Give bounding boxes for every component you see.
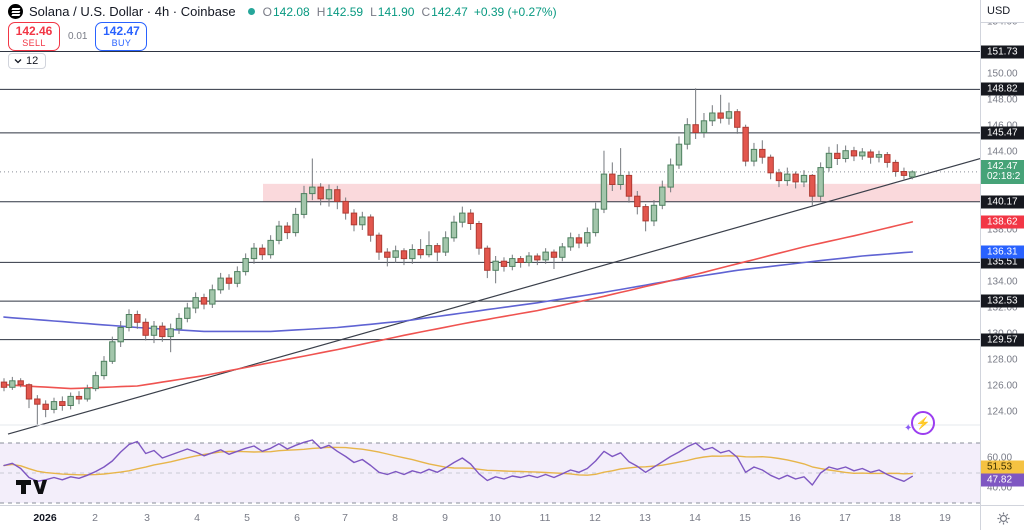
axis-tick-label: 126.00: [987, 380, 1018, 392]
time-tick-label: 12: [589, 512, 601, 524]
buy-label: BUY: [111, 38, 132, 48]
currency-label[interactable]: USD: [981, 0, 1024, 23]
price-level-badge: 132.53: [981, 294, 1024, 308]
solana-logo-icon: [8, 4, 23, 19]
time-tick-label: 10: [489, 512, 501, 524]
sell-price: 142.46: [15, 24, 53, 38]
time-tick-label: 17: [839, 512, 851, 524]
ohlc-item: L141.90: [370, 4, 415, 19]
trade-panel: 142.46 SELL 0.01 142.47 BUY: [8, 22, 148, 51]
ma-value-badge: 138.62: [981, 215, 1024, 229]
time-tick-label: 18: [889, 512, 901, 524]
chevron-down-icon: [14, 59, 22, 64]
time-tick-label: 11: [539, 512, 551, 524]
axis-tick-label: 40.00: [987, 482, 1013, 494]
current-price-badge: 142.47 02:18:2: [981, 159, 1024, 184]
symbol-header: Solana / U.S. Dollar · 4h · Coinbase O14…: [8, 4, 557, 19]
time-tick-label: 2: [92, 512, 98, 524]
sell-button[interactable]: 142.46 SELL: [8, 22, 60, 51]
time-tick-label: 4: [194, 512, 200, 524]
axis-tick-label: 146.00: [987, 121, 1018, 132]
price-level-badge: 151.73: [981, 45, 1024, 58]
market-status-dot-icon: [247, 8, 255, 15]
time-tick-label: 5: [244, 512, 250, 524]
axis-tick-label: 124.00: [987, 406, 1018, 418]
axis-tick-label: 134.00: [987, 276, 1018, 288]
time-tick-label: 15: [739, 512, 751, 524]
time-tick-label: 19: [939, 512, 951, 524]
time-tick-label: 8: [392, 512, 398, 524]
indicators-collapse-button[interactable]: 12: [8, 53, 47, 69]
ma-value-badge: 136.31: [981, 245, 1024, 259]
chart-canvas[interactable]: [0, 0, 980, 505]
rsi-value-badge: 47.82: [981, 473, 1024, 487]
ohlc-item: C142.47: [421, 4, 468, 19]
price-level-badge: 129.57: [981, 333, 1024, 347]
axis-settings-cell[interactable]: [980, 505, 1024, 530]
price-axis[interactable]: USD 154.00150.00148.00146.00144.00142.00…: [980, 0, 1024, 505]
ohlc-item: H142.59: [316, 4, 364, 19]
axis-tick-label: 148.00: [987, 94, 1018, 106]
ohlc-readout: O142.08 H142.59 L141.90 C142.47: [263, 5, 468, 19]
sparkle-icon: ✦: [904, 423, 913, 434]
axis-tick-label: 138.00: [987, 224, 1018, 236]
tradingview-logo[interactable]: [16, 477, 60, 502]
price-level-badge: 148.82: [981, 82, 1024, 96]
axis-tick-label: 60.00: [987, 452, 1013, 464]
spread-value: 0.01: [68, 31, 88, 42]
time-tick-label: 16: [789, 512, 801, 524]
time-tick-label: 7: [342, 512, 348, 524]
time-axis[interactable]: 2026 2 3 4 5 6 7 8 9 10 11 12 13 14 15 16 17 18 19: [0, 505, 980, 530]
symbol-title[interactable]: Solana / U.S. Dollar · 4h · Coinbase: [29, 4, 236, 19]
time-tick-label: 6: [294, 512, 300, 524]
change-readout: +0.39 (+0.27%): [473, 4, 557, 19]
buy-button[interactable]: 142.47 BUY: [95, 22, 148, 51]
time-tick-label: 13: [639, 512, 651, 524]
boost-button[interactable]: ✦ ⚡: [903, 409, 937, 443]
price-level-badge: 145.47: [981, 126, 1024, 140]
time-tick-label: 2026: [33, 512, 57, 524]
time-tick-label: 3: [144, 512, 150, 524]
axis-tick-label: 150.00: [987, 68, 1018, 80]
axis-tick-label: 144.00: [987, 146, 1018, 158]
lightning-icon: ⚡: [911, 411, 935, 435]
sell-label: SELL: [22, 38, 46, 48]
price-level-badge: 135.51: [981, 255, 1024, 269]
time-tick-label: 14: [689, 512, 701, 524]
axis-tick-label: 128.00: [987, 354, 1018, 366]
bar-countdown: 02:18:2: [987, 170, 1021, 182]
axis-tick-label: 132.00: [987, 302, 1018, 314]
buy-price: 142.47: [103, 24, 140, 38]
time-tick-label: 9: [442, 512, 448, 524]
ohlc-item: O142.08: [262, 4, 310, 19]
rsi-value-badge: 51.53: [981, 460, 1024, 474]
price-level-badge: 140.17: [981, 195, 1024, 209]
indicator-count: 12: [26, 55, 39, 67]
gear-icon: [996, 512, 1010, 525]
